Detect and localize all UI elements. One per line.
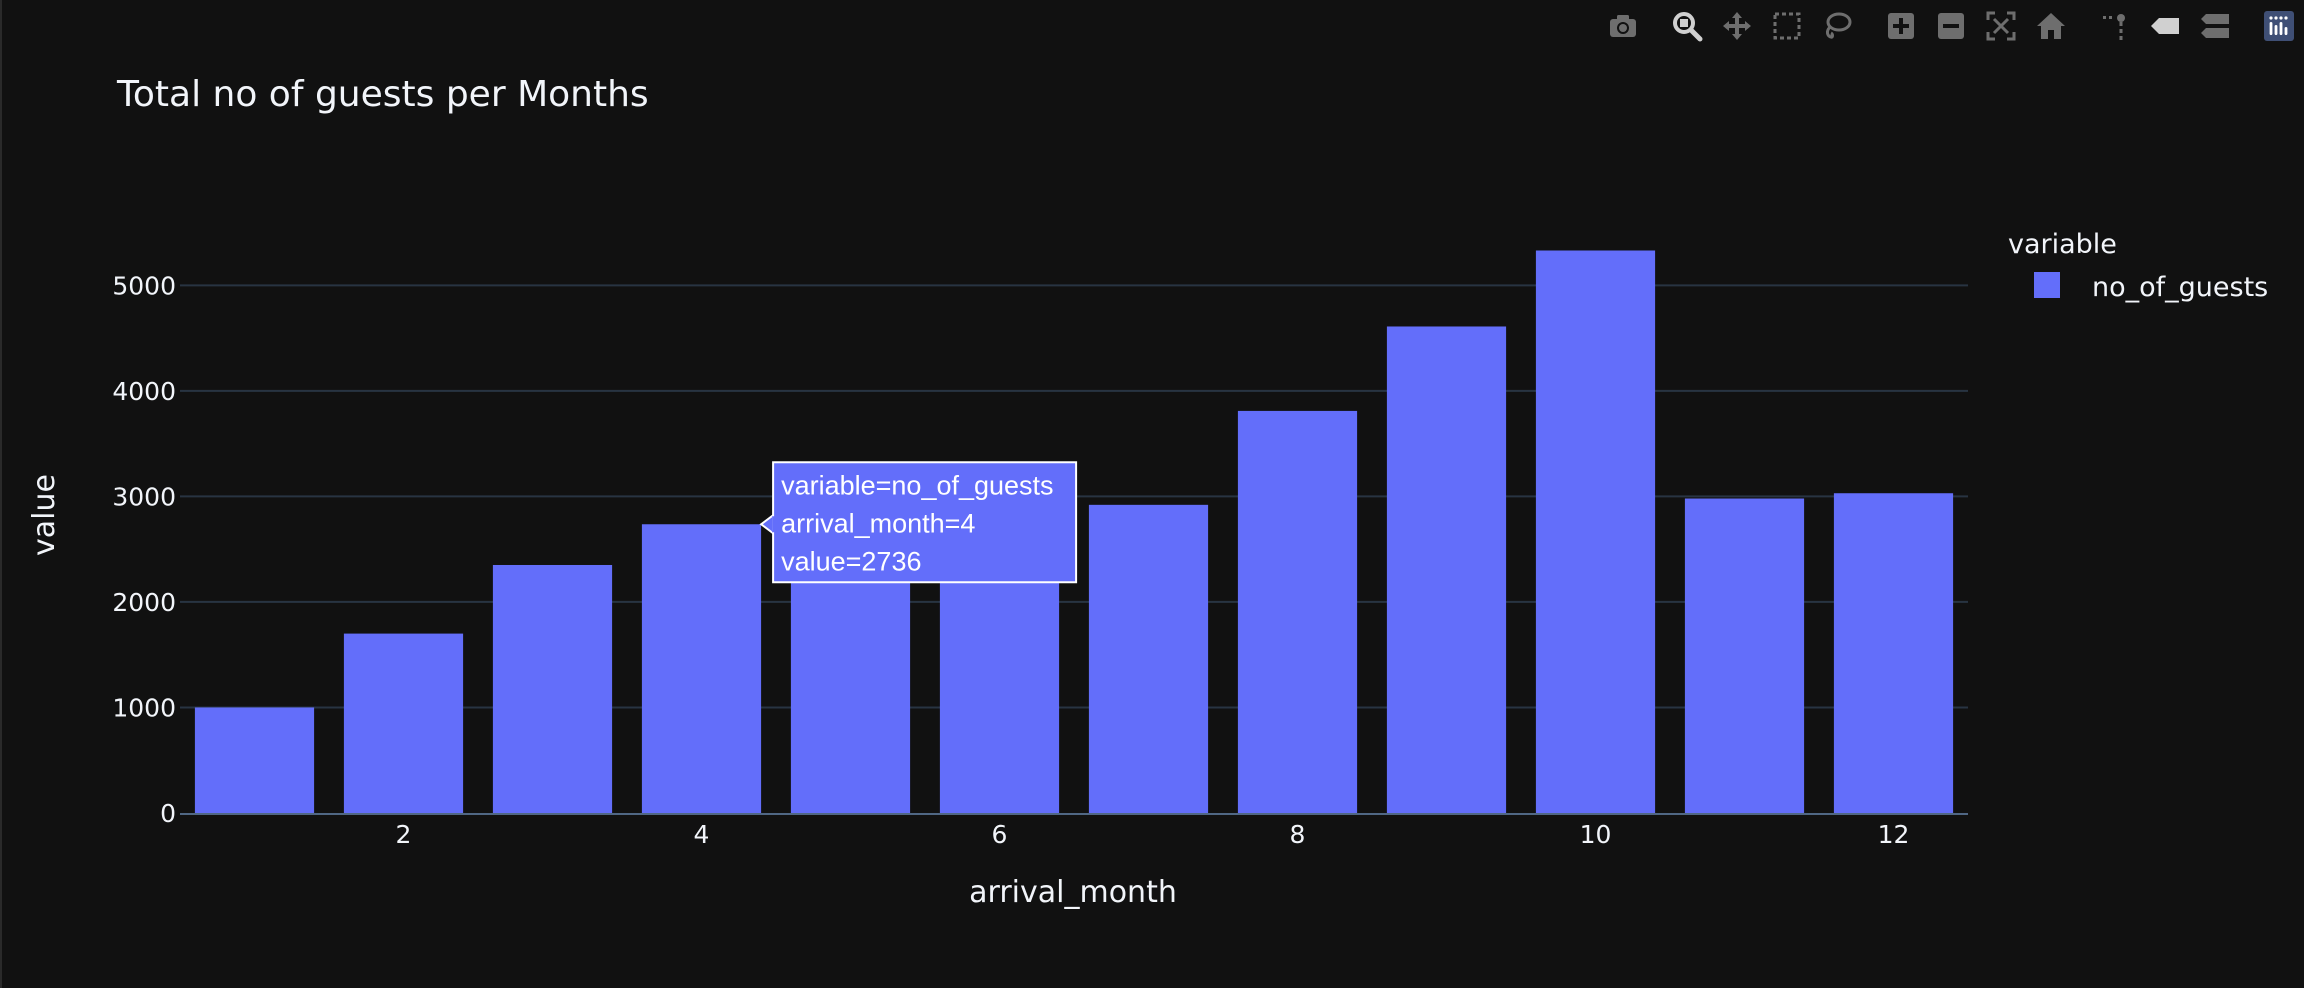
zoom-out-icon	[1938, 13, 1964, 39]
plotly-logo-icon	[2264, 11, 2294, 41]
x-tick-label: 10	[1580, 820, 1612, 849]
chart-title: Total no of guests per Months	[116, 74, 649, 115]
x-tick-label: 8	[1290, 820, 1306, 849]
hover-closest-button[interactable]	[2140, 6, 2190, 46]
y-tick-label: 5000	[112, 271, 176, 300]
tooltip-box	[772, 461, 1078, 584]
bar[interactable]	[1386, 326, 1507, 813]
zoom-icon	[1673, 12, 1703, 42]
zoom-button[interactable]	[1662, 6, 1712, 46]
x-tick-labels: 2 4 6 8 10 12	[396, 820, 1910, 849]
legend: variable no_of_guests	[2008, 229, 2268, 303]
box-select-icon	[1773, 12, 1801, 40]
lasso-select-button[interactable]	[1812, 6, 1862, 46]
modebar	[1598, 6, 2304, 46]
home-icon	[2037, 13, 2065, 39]
spike-lines-button[interactable]	[2090, 6, 2140, 46]
x-tick-label: 2	[396, 820, 412, 849]
y-tick-label: 0	[160, 799, 176, 828]
plotly-logo-link[interactable]	[2254, 6, 2304, 46]
x-axis-label: arrival_month	[969, 875, 1177, 910]
reset-axes-button[interactable]	[2026, 6, 2076, 46]
grid-lines	[180, 284, 1968, 709]
autoscale-button[interactable]	[1976, 6, 2026, 46]
pan-button[interactable]	[1712, 6, 1762, 46]
hover-closest-icon	[2151, 18, 2179, 34]
bar[interactable]	[939, 570, 1060, 813]
y-axis-label: value	[27, 474, 62, 556]
camera-icon	[1610, 15, 1636, 37]
bar[interactable]	[343, 633, 464, 813]
bar[interactable]	[492, 564, 613, 813]
bar[interactable]	[641, 524, 762, 813]
hover-tooltip: variable=no_of_guests arrival_month=4valu…	[759, 461, 1078, 584]
tooltip-line: value=2736	[781, 546, 921, 576]
y-tick-label: 4000	[112, 377, 176, 406]
bar[interactable]	[1088, 504, 1209, 813]
legend-swatch	[2034, 272, 2060, 298]
bars	[194, 250, 1954, 814]
bar[interactable]	[1535, 250, 1656, 814]
bar[interactable]	[790, 570, 911, 813]
y-tick-label: 2000	[112, 588, 176, 617]
box-select-button[interactable]	[1762, 6, 1812, 46]
spike-lines-icon	[2103, 14, 2125, 40]
tooltip-pointer	[759, 513, 775, 536]
bar[interactable]	[194, 707, 315, 813]
x-tick-label: 12	[1878, 820, 1910, 849]
hover-compare-button[interactable]	[2190, 6, 2240, 46]
zoom-out-button[interactable]	[1926, 6, 1976, 46]
y-tick-label: 1000	[112, 693, 176, 722]
legend-item[interactable]: no_of_guests	[2034, 272, 2268, 303]
x-tick-label: 6	[992, 820, 1008, 849]
y-tick-label: 3000	[112, 482, 176, 511]
zoom-in-icon	[1888, 13, 1914, 39]
legend-item-label: no_of_guests	[2092, 272, 2268, 303]
camera-button[interactable]	[1598, 6, 1648, 46]
lasso-icon	[1826, 12, 1852, 39]
y-tick-labels: 0 1000 2000 3000 4000 5000	[112, 271, 176, 828]
pan-icon	[1723, 12, 1751, 40]
bar[interactable]	[1684, 498, 1805, 813]
hover-compare-icon	[2201, 14, 2229, 38]
x-tick-label: 4	[694, 820, 710, 849]
tooltip-pointer-join	[772, 516, 776, 533]
bar[interactable]	[1237, 410, 1358, 813]
tooltip-line: variable=no_of_guests	[781, 470, 1053, 500]
legend-title: variable	[2008, 229, 2117, 260]
tooltip-line: arrival_month=4	[781, 508, 975, 538]
bar[interactable]	[1833, 493, 1954, 813]
autoscale-icon	[1986, 11, 2016, 41]
zoom-in-button[interactable]	[1876, 6, 1926, 46]
